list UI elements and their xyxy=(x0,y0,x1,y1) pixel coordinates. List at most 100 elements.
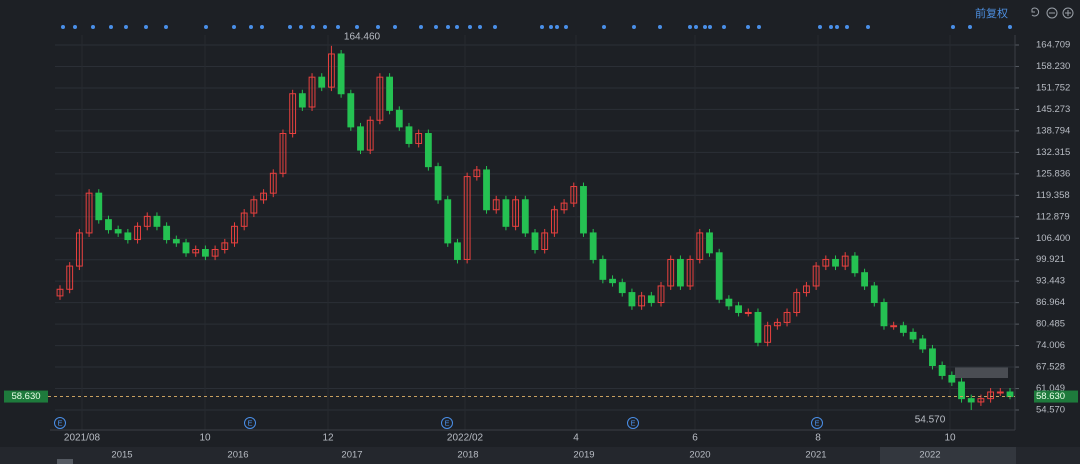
event-marker-label: E xyxy=(247,418,252,427)
candle-body xyxy=(744,311,752,314)
candle-body xyxy=(929,348,936,366)
candle-body xyxy=(172,239,180,244)
candle-body xyxy=(667,258,675,287)
event-dot xyxy=(355,25,359,29)
candle-body xyxy=(899,325,907,333)
event-dot xyxy=(260,25,264,29)
event-dot xyxy=(694,25,698,29)
y-tick-label: 67.528 xyxy=(1036,362,1065,373)
candle-body xyxy=(66,265,74,290)
event-marker xyxy=(54,417,66,429)
event-dot xyxy=(722,25,726,29)
candle-body xyxy=(890,325,898,328)
candle-body xyxy=(386,76,394,111)
candle-body xyxy=(153,215,161,227)
year-label: 2016 xyxy=(227,450,248,461)
year-label: 2019 xyxy=(573,450,594,461)
x-tick-label: 6 xyxy=(692,433,698,444)
event-dot xyxy=(746,25,750,29)
candle-body xyxy=(764,325,772,343)
candle-body xyxy=(483,169,490,211)
y-tick-label: 54.570 xyxy=(1036,405,1065,416)
y-tick-label: 74.006 xyxy=(1036,340,1065,351)
candle-body xyxy=(861,272,868,287)
event-dot xyxy=(845,25,849,29)
candle-body xyxy=(376,76,384,121)
candle-body xyxy=(75,232,83,267)
y-tick-label: 119.358 xyxy=(1036,190,1070,201)
event-marker-label: E xyxy=(630,418,635,427)
event-dot xyxy=(866,25,870,29)
candle-body xyxy=(647,295,655,304)
event-dot xyxy=(299,25,303,29)
event-dot xyxy=(109,25,113,29)
last-price-box-left xyxy=(4,390,48,403)
event-dot xyxy=(549,25,553,29)
event-dot xyxy=(757,25,761,29)
event-dot xyxy=(434,25,438,29)
event-dot xyxy=(61,25,65,29)
x-tick-label: 10 xyxy=(944,433,956,444)
event-dot xyxy=(446,25,450,29)
year-label: 2017 xyxy=(341,450,362,461)
reset-icon[interactable] xyxy=(1031,7,1040,17)
event-dot xyxy=(323,25,327,29)
candle-body xyxy=(677,258,684,287)
candles xyxy=(56,45,1014,410)
y-tick-label: 99.921 xyxy=(1036,254,1065,265)
event-dot xyxy=(1008,25,1012,29)
event-dot xyxy=(144,25,148,29)
candle-body xyxy=(415,133,423,144)
y-tick-label: 158.230 xyxy=(1036,61,1070,72)
candle-body xyxy=(541,232,549,251)
event-dot xyxy=(540,25,544,29)
event-dot xyxy=(688,25,692,29)
candle-body xyxy=(289,93,297,135)
candle-body xyxy=(85,192,93,234)
candle-body xyxy=(521,199,529,234)
candle-body xyxy=(512,199,520,227)
candle-body xyxy=(279,133,287,174)
event-dot xyxy=(468,25,472,29)
event-dot xyxy=(249,25,253,29)
candle-body xyxy=(812,265,820,287)
x-tick-label: 8 xyxy=(815,433,821,444)
event-dot xyxy=(455,25,459,29)
candle-body xyxy=(328,53,335,88)
adjust-button[interactable]: 前复权 xyxy=(975,6,1008,20)
event-dot xyxy=(703,25,707,29)
event-dot xyxy=(478,25,482,29)
event-marker-label: E xyxy=(57,418,62,427)
year-label: 2018 xyxy=(457,450,478,461)
candle-body xyxy=(337,53,345,95)
zoom-in-icon[interactable] xyxy=(1062,7,1074,19)
candle-body xyxy=(754,311,762,343)
candle-body xyxy=(550,209,558,234)
candle-body xyxy=(570,186,578,204)
event-marker xyxy=(441,417,453,429)
overlay-box xyxy=(955,367,1008,378)
event-dot xyxy=(204,25,208,29)
y-tick-label: 106.400 xyxy=(1036,233,1070,244)
candle-body xyxy=(725,298,733,307)
candle-body xyxy=(221,242,229,251)
candle-body xyxy=(211,249,219,257)
event-dot xyxy=(708,25,712,29)
candle-body xyxy=(202,249,209,257)
event-dot xyxy=(164,25,168,29)
zoom-out-icon[interactable] xyxy=(1046,7,1058,19)
y-tick-label: 80.485 xyxy=(1036,319,1065,330)
candle-body xyxy=(560,202,568,211)
toolbar-icons[interactable] xyxy=(1031,7,1074,19)
candle-body xyxy=(657,285,665,304)
event-dot xyxy=(493,25,497,29)
candle-body xyxy=(783,311,791,323)
year-label: 2021 xyxy=(805,450,826,461)
candle-body xyxy=(192,249,200,254)
candle-body xyxy=(967,398,975,403)
candle-body xyxy=(996,391,1004,394)
candle-body xyxy=(395,109,403,128)
candle-body xyxy=(793,292,801,313)
year-bar xyxy=(0,447,1080,464)
